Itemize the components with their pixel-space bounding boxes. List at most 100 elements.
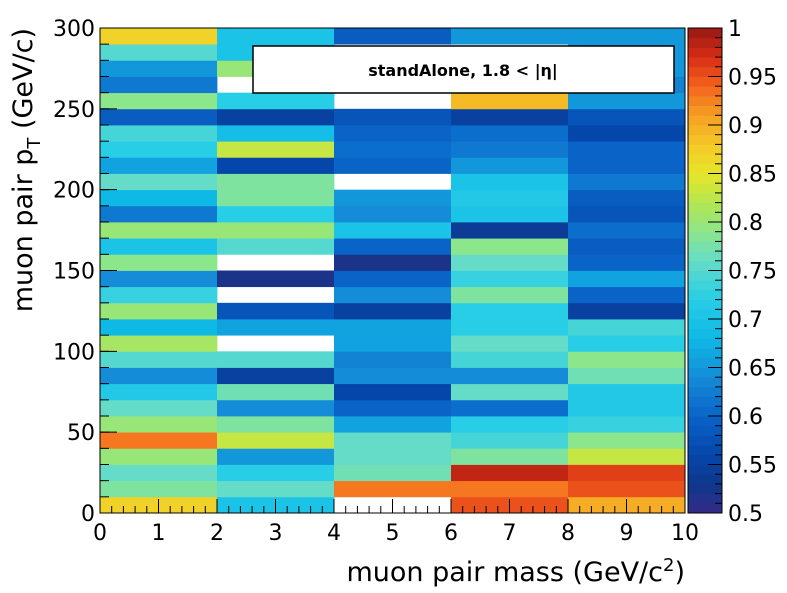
color-scale-band [688,503,722,514]
heatmap-cell [217,108,335,126]
heatmap-cell [217,125,335,142]
color-scale-band [688,445,722,456]
heatmap-cell [334,28,452,45]
heatmap-cell [568,28,686,45]
color-scale-band [688,57,722,68]
heatmap-cell [100,399,218,417]
color-scale-band [688,222,722,233]
color-scale-band [688,338,722,349]
heatmap-cell [217,367,335,385]
color-scale-band [688,212,722,223]
heatmap-cell [451,238,569,255]
heatmap-cell [334,399,452,417]
heatmap-cell [334,464,452,482]
z-axis: 0.5 0.55 0.6 0.65 0.7 0.75 0.8 0.85 0.9 0.95 1 [708,17,777,527]
heatmap-cell [451,222,569,239]
heatmap-cell [451,464,569,482]
heatmap-cell [334,319,452,336]
color-scale [687,27,723,514]
x-tick-label: 3 [269,521,283,546]
heatmap-cell [451,205,569,223]
heatmap-cell [100,141,218,158]
color-scale-band [688,396,722,407]
heatmap-cell [451,383,569,401]
y-tick-label: 150 [53,260,95,285]
heatmap-cell [451,335,569,352]
heatmap-cell [568,238,686,255]
color-scale-band [688,47,722,58]
heatmap-cell [217,238,335,255]
heatmap-cell [334,270,452,288]
z-tick-label: 0.7 [728,308,763,333]
heatmap-cell [100,238,218,255]
z-tick-label: 0.8 [728,211,763,236]
color-scale-band [688,231,722,242]
heatmap-cell [100,173,218,191]
heatmap-cell [334,351,452,368]
y-axis-title: muon pair pT (GeV/c) [8,28,45,312]
legend-box: standAlone, 1.8 < |η| [252,45,675,94]
heatmap-cell [100,319,218,336]
heatmap-cell [217,141,335,158]
color-scale-band [688,105,722,116]
x-tick-label: 8 [561,521,575,546]
heatmap-cell [217,351,335,368]
heatmap-cell [451,432,569,449]
heatmap-cell [568,383,686,401]
heatmap-cell [100,76,218,94]
x-tick-label: 5 [386,521,400,546]
heatmap-cell [100,125,218,142]
x-axis: 0 1 2 3 4 5 6 7 8 9 10 [93,499,699,546]
heatmap-cell [217,222,335,239]
heatmap-cell [334,302,452,320]
heatmap-cell [451,399,569,417]
heatmap-cell [451,286,569,304]
color-scale-band [688,86,722,97]
heatmap-cell [334,254,452,271]
x-tick-label: 10 [671,521,699,546]
color-scale-band [688,95,722,106]
heatmap-cell [217,189,335,207]
heatmap-cell [451,270,569,288]
color-scale-band [688,192,722,203]
y-tick-label: 300 [53,17,95,42]
heatmap-cell [334,286,452,304]
legend-text: standAlone, 1.8 < |η| [368,61,558,81]
heatmap-cell [217,28,335,45]
heatmap-cell [568,319,686,336]
heatmap-cell [334,205,452,223]
z-tick-label: 1 [728,17,742,42]
heatmap-cell [100,432,218,449]
heatmap-cell [100,60,218,77]
heatmap-cell [100,335,218,352]
color-scale-band [688,260,722,271]
heatmap-cell [100,270,218,288]
heatmap-cell [100,92,218,110]
color-scale-band [688,483,722,494]
color-scale-band [688,328,722,339]
heatmap-cell [451,125,569,142]
heatmap-cell [334,383,452,401]
z-tick-label: 0.5 [728,502,763,527]
heatmap-cell [217,319,335,336]
heatmap-cell [334,238,452,255]
heatmap-cell [217,92,335,110]
heatmap-cell [217,205,335,223]
color-scale-band [688,309,722,320]
heatmap-cell [100,383,218,401]
x-axis-title-superscript: 2 [663,555,674,576]
x-tick-label: 2 [210,521,224,546]
color-scale-band [688,183,722,194]
z-tick-label: 0.55 [728,454,777,479]
z-tick-label: 0.65 [728,357,777,382]
color-scale-band [688,319,722,330]
color-scale-band [688,28,722,39]
heatmap-cell [334,432,452,449]
heatmap-cell [334,157,452,174]
heatmap-cell [451,141,569,158]
heatmap-cell [217,383,335,401]
heatmap-cell [334,222,452,239]
y-axis-title-units: (GeV/c) [8,28,39,138]
color-scale-band [688,289,722,300]
